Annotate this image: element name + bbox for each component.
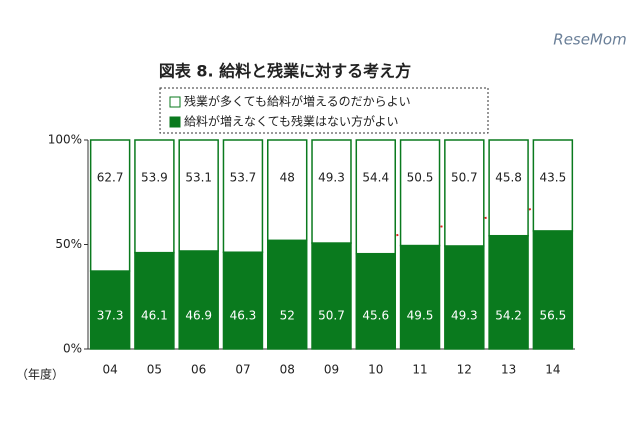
- y-tick-label: 100%: [48, 133, 82, 147]
- bar-segment: [178, 139, 219, 252]
- bar-segment: [266, 239, 308, 350]
- legend-label: 給料が増えなくても残業はない方がよい: [184, 114, 398, 129]
- value-label: 54.4: [362, 171, 389, 185]
- x-tick-label: 11: [412, 363, 427, 377]
- bar-segment: [89, 270, 131, 350]
- bar-segment: [355, 252, 397, 350]
- x-tick-label: 08: [280, 363, 295, 377]
- bar-segment: [134, 251, 175, 350]
- value-label: 46.1: [141, 309, 168, 323]
- value-label: 45.8: [495, 171, 522, 185]
- x-tick-label: 05: [147, 363, 162, 377]
- value-label: 52: [280, 309, 295, 323]
- bar-segment: [399, 244, 441, 350]
- x-axis-label: （年度）: [16, 367, 64, 382]
- bar-segment: [444, 139, 485, 247]
- value-label: 43.5: [540, 171, 567, 185]
- bar-segment: [178, 250, 219, 350]
- x-tick-label: 06: [191, 363, 206, 377]
- bar-segment: [311, 139, 352, 244]
- bar-segment: [134, 139, 175, 254]
- value-label: 53.7: [230, 171, 257, 185]
- value-label: 53.1: [185, 171, 212, 185]
- value-label: 48: [280, 171, 295, 185]
- legend-swatch: [169, 96, 181, 108]
- bar-segment: [488, 234, 529, 350]
- value-label: 49.5: [407, 309, 434, 323]
- value-label: 46.9: [185, 309, 212, 323]
- bar-segment: [266, 139, 308, 242]
- watermark: ReseMom: [553, 31, 626, 49]
- value-label: 49.3: [451, 309, 478, 323]
- value-label: 49.3: [318, 171, 345, 185]
- value-label: 53.9: [141, 171, 168, 185]
- x-tick-label: 13: [501, 363, 516, 377]
- x-tick-label: 07: [235, 363, 250, 377]
- value-label: 46.3: [230, 309, 257, 323]
- bar-segment: [222, 251, 264, 350]
- x-tick-label: 10: [368, 363, 383, 377]
- value-label: 50.7: [318, 309, 345, 323]
- y-tick-label: 0%: [63, 342, 82, 356]
- bar-segment: [532, 230, 574, 350]
- value-label: 62.7: [97, 171, 124, 185]
- bar-segment: [532, 139, 574, 232]
- bar-segment: [355, 139, 397, 255]
- x-tick-label: 14: [545, 363, 560, 377]
- value-label: 56.5: [540, 309, 567, 323]
- bar-segment: [311, 242, 352, 350]
- value-label: 37.3: [97, 309, 124, 323]
- chart-title: 図表 8. 給料と残業に対する考え方: [159, 62, 411, 81]
- bar-segment: [399, 139, 441, 247]
- x-tick-label: 04: [102, 363, 117, 377]
- value-label: 50.7: [451, 171, 478, 185]
- bar-segment: [222, 139, 264, 253]
- legend-box: [159, 87, 489, 134]
- bar-segment: [89, 139, 131, 272]
- value-label: 45.6: [362, 309, 389, 323]
- y-tick-label: 50%: [55, 237, 82, 251]
- x-tick-label: 12: [457, 363, 472, 377]
- legend-swatch: [169, 116, 181, 128]
- value-label: 54.2: [495, 309, 522, 323]
- bar-segment: [488, 139, 529, 237]
- x-tick-label: 09: [324, 363, 339, 377]
- bar-segment: [444, 245, 485, 350]
- value-label: 50.5: [407, 171, 434, 185]
- legend-label: 残業が多くても給料が増えるのだからよい: [184, 94, 411, 109]
